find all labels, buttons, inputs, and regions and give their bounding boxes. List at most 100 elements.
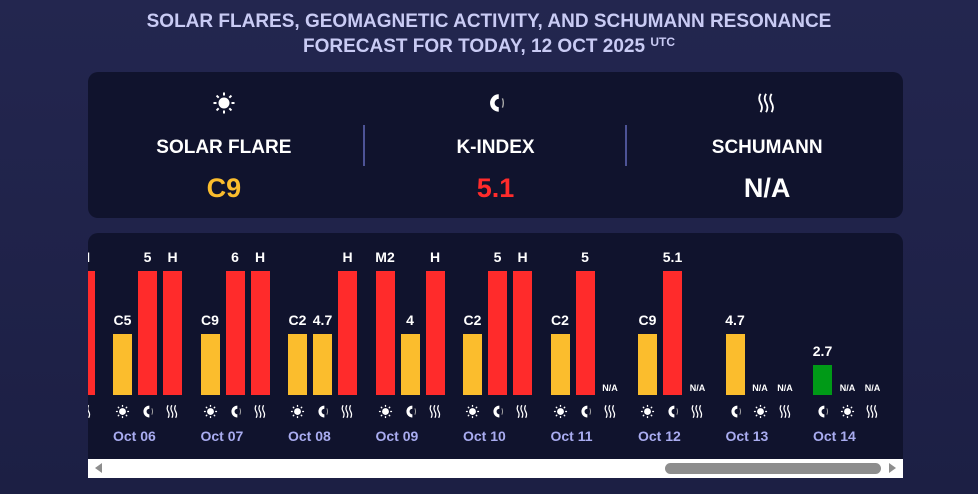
schumann-bar[interactable]: H [425,249,445,395]
bar-fill [813,365,832,395]
schumann-bar[interactable]: N/A [776,383,795,395]
sun-bar[interactable]: N/A [838,383,857,395]
bar-fill [163,271,182,395]
sun-bar[interactable]: C9 [200,312,220,395]
waves-icon [776,404,795,419]
bar-label: 6 [231,249,239,265]
magnet-icon [813,404,832,419]
schumann-bar[interactable]: N/A [688,383,707,395]
bar-label: C5 [113,312,132,329]
icon-row [201,404,273,420]
waves-icon [513,404,532,419]
bar-set: H [88,233,98,395]
scroll-right-arrow[interactable] [889,463,896,473]
bar-fill [513,271,532,395]
waves-icon [863,404,882,419]
bar-label: H [342,249,353,265]
magnet-bar[interactable]: 4.7 [313,312,332,395]
magnet-bar[interactable]: 2.7 [813,343,832,395]
page-title: SOLAR FLARES, GEOMAGNETIC ACTIVITY, AND … [0,9,978,59]
sun-bar[interactable]: M2 [375,249,395,395]
waves-icon [631,89,903,117]
scroll-left-arrow[interactable] [95,463,102,473]
bar-label: C2 [288,312,307,329]
summary-value: N/A [743,173,791,203]
bar-fill [638,334,657,395]
sun-icon [638,404,657,419]
summary-value: C9 [206,173,242,203]
date-label: Oct 12 [638,428,681,444]
bar-fill [550,334,570,395]
bar-fill [663,271,682,395]
sun-icon [463,404,482,419]
date-label: Oct 13 [725,428,769,444]
schumann-bar[interactable]: H [250,249,270,395]
bar-label: C2 [551,312,569,329]
bar-fill [138,271,157,395]
schumann-bar[interactable]: N/A [601,383,620,395]
summary-label: SOLAR FLARE [156,137,292,158]
sun-bar[interactable]: C2 [288,312,307,395]
bar-fill [463,334,482,395]
bar-label: H [429,249,441,265]
magnet-bar[interactable]: 5 [138,249,157,395]
date-label: Oct 09 [375,428,419,444]
waves-icon [88,404,95,419]
icon-row [726,404,798,420]
schumann-bar[interactable]: H [513,249,532,395]
day-group: C2 5 H Oct 10 [463,233,535,458]
bar-label: 2.7 [812,343,833,360]
bar-label: N/A [602,383,618,393]
magnet-bar[interactable]: 5 [488,249,507,395]
bar-label: H [254,249,266,265]
magnet-bar[interactable]: 5 [575,249,595,395]
sun-bar[interactable]: C5 [113,312,132,395]
day-group: C2 5 N/A Oct 11 [550,233,623,458]
sun-bar[interactable]: C9 [638,312,657,395]
day-group: 4.7 N/A N/A Oct 13 [725,233,798,458]
summary-label: SCHUMANN [711,137,823,158]
title-line-1: SOLAR FLARES, GEOMAGNETIC ACTIVITY, AND … [146,11,832,32]
bar-fill [488,271,507,395]
timezone-label: UTC [650,35,676,49]
sun-bar[interactable]: N/A [751,383,770,395]
sun-icon [838,404,857,419]
schumann-bar[interactable]: N/A [863,383,882,395]
waves-icon [338,404,357,419]
sun-icon [113,404,132,419]
magnet-icon [726,404,745,419]
scrollbar-thumb[interactable] [665,463,881,474]
sun-bar[interactable]: C2 [550,312,570,395]
magnet-bar[interactable]: 4 [400,312,420,395]
bar-set: C5 5 H [113,233,185,395]
schumann-bar[interactable]: H [338,249,357,395]
bar-set: 2.7 N/A N/A [813,233,885,395]
bar-label: 5 [143,249,152,265]
bar-label: N/A [777,383,793,393]
bar-set: C2 5 H [463,233,535,395]
schumann-bar[interactable]: H [88,249,95,395]
icon-row [551,404,623,420]
bar-fill [250,271,270,395]
bar-label: C2 [463,312,482,329]
bar-fill [88,271,95,395]
day-group: 2.7 N/A N/A Oct 14 [813,233,885,458]
horizontal-scrollbar[interactable] [88,459,903,478]
icon-row [288,404,360,420]
waves-icon [601,404,620,419]
magnet-icon [226,404,245,419]
bar-label: N/A [839,383,856,393]
magnet-bar[interactable]: 6 [225,249,245,395]
magnet-bar[interactable]: 4.7 [725,312,745,395]
sun-bar[interactable]: C2 [463,312,482,395]
date-label: Oct 07 [200,428,244,444]
bar-set: C9 6 H [200,233,273,395]
schumann-bar[interactable]: H [163,249,182,395]
bar-fill [338,271,357,395]
sun-icon [551,404,570,419]
day-group: C9 5.1 N/A Oct 12 [638,233,710,458]
bar-fill [725,334,745,395]
magnet-bar[interactable]: 5.1 [663,249,682,395]
bar-set: C2 5 N/A [550,233,623,395]
